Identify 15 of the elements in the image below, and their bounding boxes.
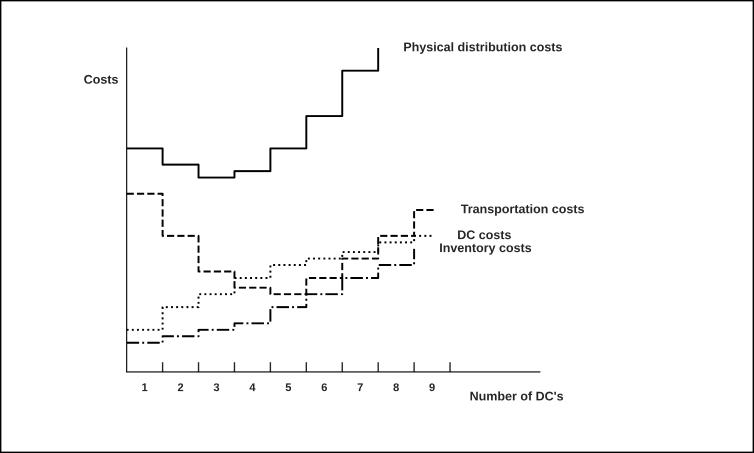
x-axis-title: Number of DC's bbox=[470, 391, 564, 401]
y-axis-title: Costs bbox=[84, 74, 118, 84]
x-tick-label: 2 bbox=[178, 383, 184, 392]
x-tick-label: 6 bbox=[322, 383, 327, 392]
x-tick-label: 8 bbox=[393, 383, 399, 392]
x-tick-label: 7 bbox=[358, 383, 363, 392]
text: Physical distribution costs bbox=[404, 42, 562, 54]
x-tick-label: 4 bbox=[250, 383, 256, 392]
text: Transportation costs bbox=[460, 204, 584, 216]
text: DC costs bbox=[458, 230, 511, 240]
x-tick-label: 3 bbox=[214, 383, 220, 392]
x-tick-label: 9 bbox=[429, 383, 435, 392]
text: Inventory costs bbox=[440, 243, 532, 255]
x-tick-label: 5 bbox=[286, 383, 292, 392]
x-tick-label: 1 bbox=[142, 383, 148, 392]
